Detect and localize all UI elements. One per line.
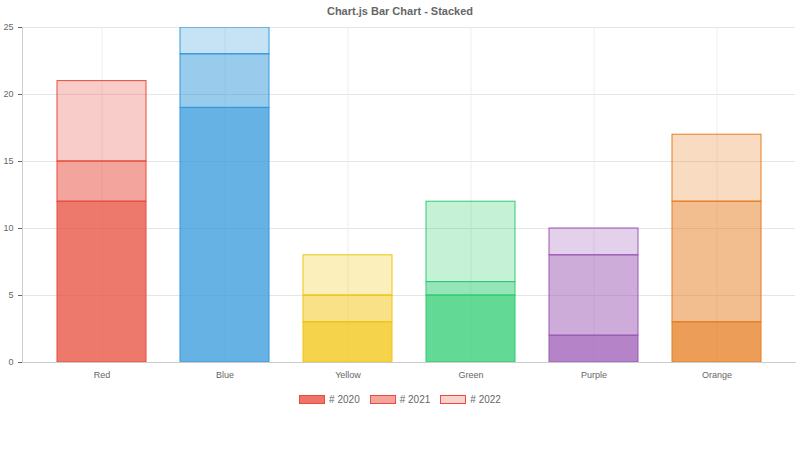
svg-text:5: 5 xyxy=(8,290,13,300)
svg-text:0: 0 xyxy=(8,357,13,367)
svg-text:Red: Red xyxy=(94,370,111,380)
svg-text:25: 25 xyxy=(3,22,13,32)
svg-text:Orange: Orange xyxy=(702,370,732,380)
svg-text:Blue: Blue xyxy=(216,370,234,380)
html-text:# 2021: # 2021 xyxy=(399,394,431,405)
svg-text:15: 15 xyxy=(3,156,13,166)
svg-text:Purple: Purple xyxy=(581,370,607,380)
html-text:Chart.js Bar Chart - Stacked: Chart.js Bar Chart - Stacked xyxy=(326,5,473,17)
svg-text:Green: Green xyxy=(458,370,483,380)
html-text:# 2022: # 2022 xyxy=(470,394,501,405)
svg-text:Yellow: Yellow xyxy=(335,370,361,380)
html-text:# 2020: # 2020 xyxy=(329,394,360,405)
svg-text:20: 20 xyxy=(3,89,13,99)
svg-text:10: 10 xyxy=(3,223,13,233)
